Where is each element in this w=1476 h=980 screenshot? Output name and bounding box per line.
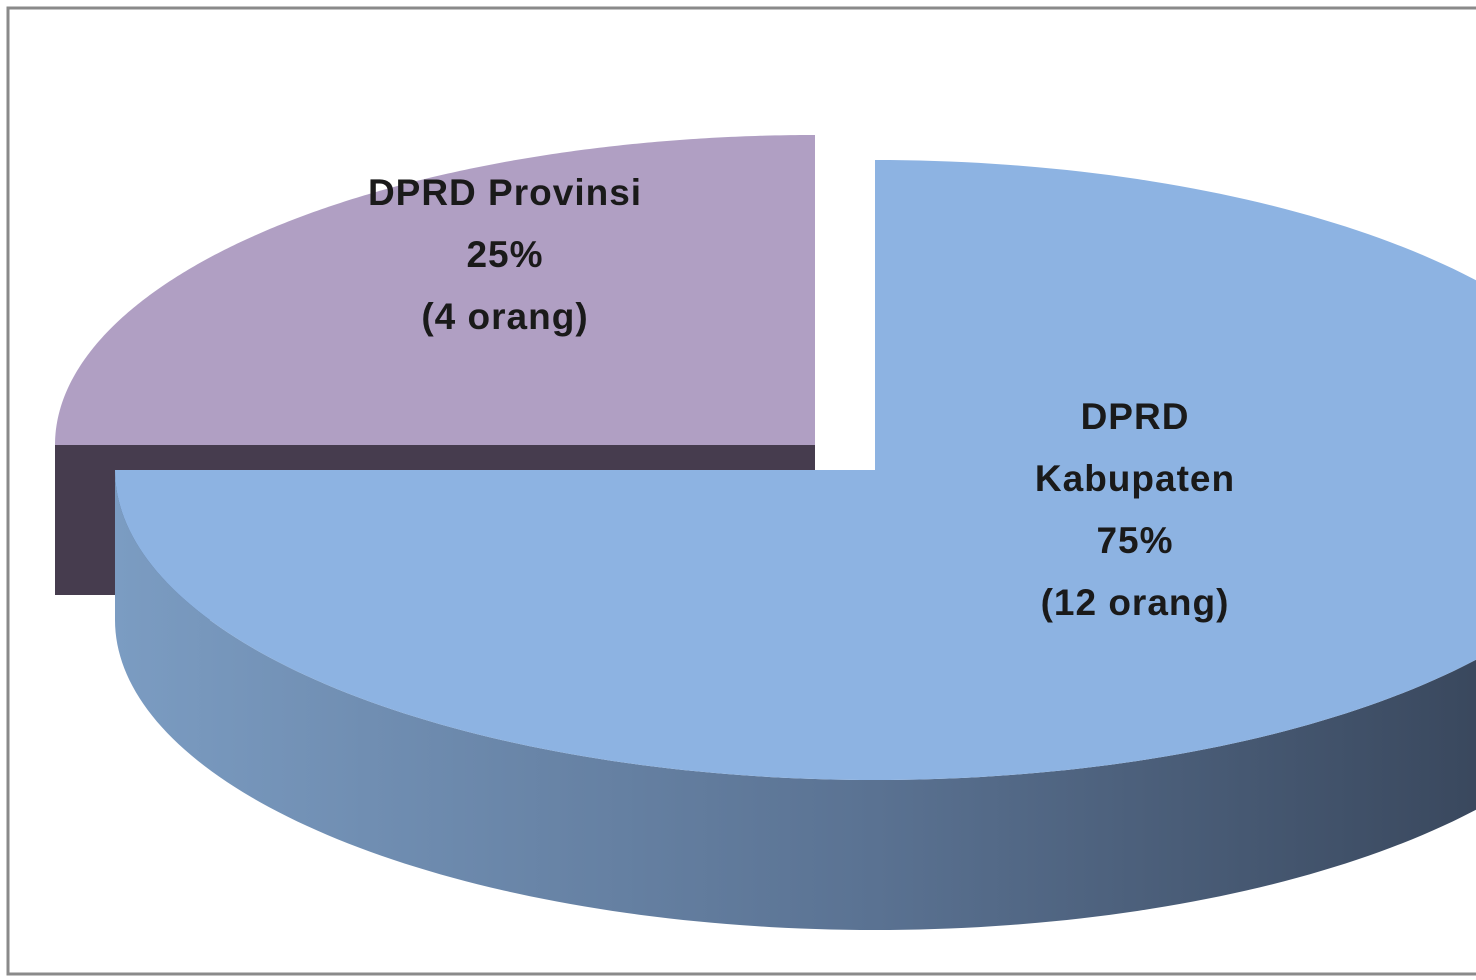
frame [6,6,1476,976]
slice-label: DPRD Kabupaten 75% (12 orang) [1015,386,1255,634]
value-label: 75% [1096,520,1174,561]
slice-side [115,470,1476,930]
slice-label: DPRD Provinsi 25% (4 orang) [360,162,650,348]
slice [115,160,1476,780]
slice [55,135,815,445]
category-label: DPRD Provinsi [367,172,643,213]
count-label: (4 orang) [421,296,589,337]
value-label: 25% [466,234,544,275]
category-label: DPRD Kabupaten [1034,396,1236,499]
count-label: (12 orang) [1040,582,1230,623]
pie [55,135,1476,930]
